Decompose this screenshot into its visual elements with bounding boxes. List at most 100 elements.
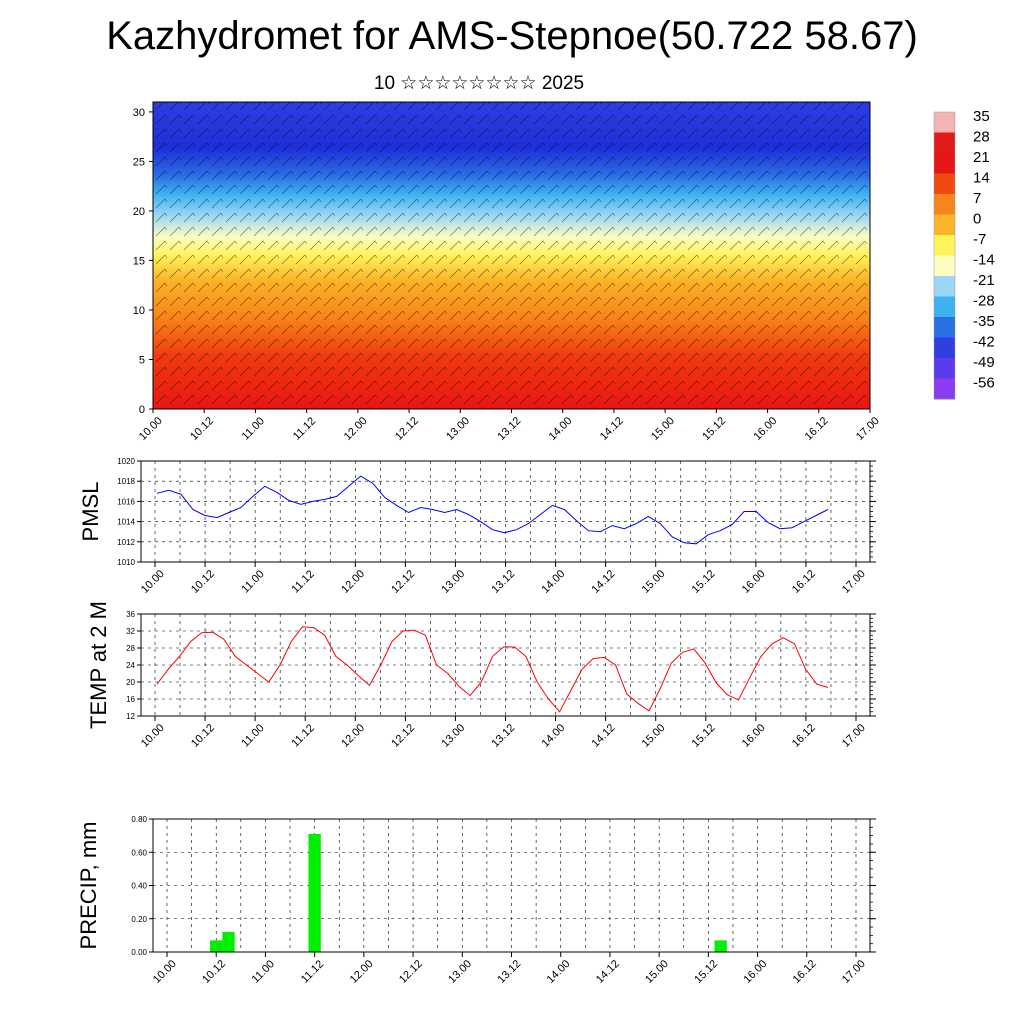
x-tick-label: 11.00 [250, 958, 277, 985]
precip-panel: 0.00 0.20 0.40 0.60 0.80 10.00 10.12 11.00 11.12… [76, 815, 876, 986]
x-tick-label: 16.00 [741, 958, 769, 986]
colorbar-label: -14 [973, 252, 995, 269]
x-tick-label: 15.12 [690, 568, 718, 596]
y-tick-label: 24 [126, 661, 135, 670]
wind-barbs-overlay [153, 102, 870, 409]
page-subtitle: 10 ☆☆☆☆☆☆☆☆ 2025 [373, 73, 585, 94]
x-tick-label: 10.12 [189, 722, 217, 750]
colorbar-swatch [934, 276, 955, 297]
x-tick-label: 17.00 [840, 958, 868, 986]
y-tick-label: 30 [133, 107, 145, 119]
colorbar-swatch [934, 235, 955, 256]
x-tick-label: 10.00 [139, 568, 167, 596]
x-tick-label: 16.12 [790, 568, 818, 596]
colorbar-label: 28 [973, 129, 990, 146]
y-tick-label: 1010 [117, 558, 135, 567]
x-tick-label: 15.00 [640, 568, 668, 596]
x-tick-label: 14.12 [590, 722, 618, 750]
x-tick-label: 15.00 [643, 958, 671, 986]
pmsl-panel: 1010 1012 1014 1016 1018 1020 10.00 10.12 11.00 1… [78, 457, 876, 596]
y-tick-label: 28 [126, 644, 135, 653]
panel-frame [140, 613, 871, 717]
y-tick-label: 1018 [117, 477, 135, 486]
y-tick-label: 5 [139, 354, 145, 366]
panel-frame [152, 818, 871, 953]
x-tick-label: 12.00 [342, 415, 370, 443]
x-tick-label: 10.12 [189, 568, 217, 596]
colorbar-label: -28 [973, 293, 995, 310]
colorbar-swatch [934, 173, 955, 195]
x-tick-label: 14.12 [594, 958, 622, 986]
colorbar: 35 28 21 14 7 0 -7 -14 -21 -28 -35 -42 -49 -56 [933, 108, 995, 400]
x-tick-label: 15.12 [692, 958, 720, 986]
x-tick-label: 11.12 [299, 958, 326, 985]
y-tick-label: 10 [133, 305, 145, 317]
x-tick-label: 13.00 [444, 415, 472, 443]
x-tick-label: 16.12 [803, 415, 831, 443]
temperature-heatmap [152, 101, 871, 410]
y-axis-label: TEMP at 2 M [86, 601, 111, 729]
x-tick-label: 12.00 [339, 568, 367, 596]
colorbar-label: -56 [973, 375, 995, 392]
y-tick-label: 20 [133, 206, 145, 218]
y-tick-label: 0.60 [131, 848, 147, 857]
y-tick-label: 1012 [117, 538, 135, 547]
x-tick-label: 12.12 [397, 958, 425, 986]
colorbar-label: -7 [973, 231, 986, 248]
x-tick-label: 14.00 [545, 958, 573, 986]
y-tick-label: 25 [133, 156, 145, 168]
y-tick-label: 15 [133, 255, 145, 267]
colorbar-label: 21 [973, 149, 990, 166]
x-tick-label: 17.00 [840, 568, 868, 596]
y-axis-label: PRECIP, mm [76, 822, 101, 950]
y-tick-label: 1016 [117, 497, 135, 506]
x-tick-label: 12.12 [389, 722, 417, 750]
temp-panel: 12 16 20 24 28 32 36 10.00 10.12 11.00 11.12 12.00 1… [86, 601, 876, 750]
colorbar-swatch [934, 378, 955, 400]
x-tick-label: 13.00 [439, 722, 467, 750]
precip-bar [308, 833, 321, 952]
precip-bar [714, 940, 727, 952]
colorbar-swatch [934, 132, 955, 154]
x-tick-label: 14.00 [547, 415, 575, 443]
colorbar-swatch [934, 296, 955, 318]
x-tick-label: 11.00 [239, 568, 266, 595]
y-axis-label: PMSL [78, 482, 103, 542]
x-tick-label: 11.00 [240, 415, 267, 442]
x-tick-label: 11.00 [239, 722, 266, 749]
precip-bar [210, 940, 223, 952]
x-tick-label: 10.00 [151, 958, 179, 986]
page-title: Kazhydromet for AMS-Stepnoe(50.722 58.67… [106, 14, 918, 58]
x-tick-label: 17.00 [840, 722, 868, 750]
x-tick-label: 10.00 [139, 722, 167, 750]
x-tick-label: 14.00 [539, 568, 567, 596]
colorbar-label: -35 [973, 313, 995, 330]
y-tick-label: 32 [126, 627, 135, 636]
x-tick-label: 16.00 [740, 722, 768, 750]
x-tick-label: 15.12 [690, 722, 718, 750]
y-tick-label: 0.40 [131, 882, 147, 891]
colorbar-label: 7 [973, 190, 981, 207]
x-tick-label: 13.12 [489, 568, 517, 596]
series-line [156, 626, 829, 713]
y-tick-label: 1020 [117, 457, 135, 466]
x-tick-label: 10.12 [188, 415, 216, 443]
colorbar-label: 14 [973, 170, 990, 187]
y-tick-label: 0.00 [131, 948, 147, 957]
y-tick-label: 20 [126, 678, 135, 687]
x-tick-label: 14.12 [598, 415, 626, 443]
x-tick-label: 10.12 [200, 958, 228, 986]
colorbar-label: 35 [973, 108, 990, 125]
x-tick-label: 15.00 [640, 722, 668, 750]
x-tick-label: 16.00 [740, 568, 768, 596]
x-tick-label: 16.12 [790, 722, 818, 750]
x-tick-label: 17.00 [854, 415, 882, 443]
colorbar-label: -49 [973, 354, 995, 371]
x-tick-label: 13.12 [495, 415, 523, 443]
colorbar-swatch [934, 337, 955, 359]
x-tick-label: 11.12 [289, 722, 316, 749]
y-tick-label: 0.80 [131, 815, 147, 824]
x-tick-label: 10.00 [137, 415, 165, 443]
colorbar-swatch [934, 317, 955, 338]
